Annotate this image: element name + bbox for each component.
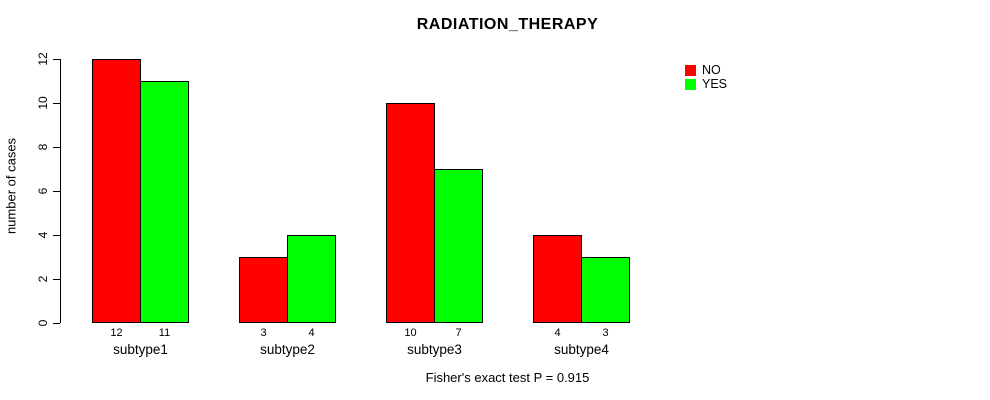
bar-value-label: 4: [308, 327, 315, 339]
bar-value-label: 4: [554, 327, 561, 339]
y-axis-tick: [53, 147, 60, 148]
y-axis-line: [60, 59, 61, 323]
bar-yes-subtype4: [581, 257, 630, 323]
y-axis-tick: [53, 103, 60, 104]
legend-item-yes: YES: [685, 78, 727, 90]
y-tick-label: 6: [36, 187, 50, 195]
category-label-subtype4: subtype4: [554, 342, 609, 357]
bar-no-subtype1: [92, 59, 141, 323]
caption: Fisher's exact test P = 0.915: [425, 370, 590, 385]
y-axis-tick: [53, 59, 60, 60]
y-axis-title: number of cases: [3, 137, 19, 235]
bar-no-subtype4: [533, 235, 582, 323]
bar-yes-subtype3: [434, 169, 483, 323]
y-tick-label: 8: [36, 143, 50, 151]
y-axis-tick: [53, 191, 60, 192]
legend-label: YES: [702, 77, 728, 91]
y-axis-tick: [53, 279, 60, 280]
bar-value-label: 7: [455, 327, 462, 339]
bar-no-subtype3: [386, 103, 435, 323]
y-tick-label: 4: [36, 231, 50, 239]
bar-yes-subtype1: [140, 81, 189, 323]
category-label-subtype2: subtype2: [260, 342, 315, 357]
bar-no-subtype2: [239, 257, 288, 323]
legend: NO YES: [685, 64, 727, 92]
bar-value-label: 3: [260, 327, 267, 339]
y-tick-label: 2: [36, 275, 50, 283]
bar-value-label: 11: [158, 327, 171, 339]
y-axis-tick: [53, 323, 60, 324]
bar-value-label: 12: [110, 327, 123, 339]
legend-item-no: NO: [685, 64, 727, 76]
y-tick-label: 12: [36, 52, 50, 66]
bar-value-label: 10: [404, 327, 417, 339]
y-axis-tick: [53, 235, 60, 236]
bar-yes-subtype2: [287, 235, 336, 323]
chart-title: RADIATION_THERAPY: [416, 16, 599, 33]
bar-value-label: 3: [602, 327, 609, 339]
legend-swatch-yes: [685, 78, 696, 90]
y-tick-label: 0: [36, 319, 50, 327]
category-label-subtype1: subtype1: [113, 342, 168, 357]
legend-swatch-no: [685, 64, 696, 76]
category-label-subtype3: subtype3: [407, 342, 462, 357]
legend-label: NO: [702, 63, 721, 77]
y-tick-label: 10: [36, 96, 50, 110]
